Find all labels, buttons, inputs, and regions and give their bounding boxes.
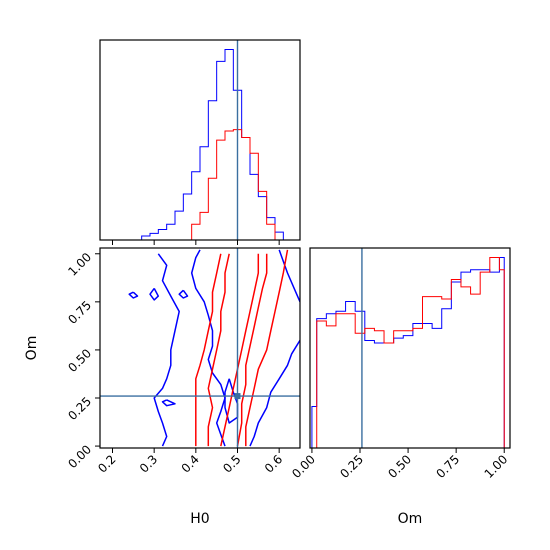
contour-lines — [128, 249, 300, 447]
om-hist-frame — [309, 247, 511, 449]
contour-ytick-label-2: 0.50 — [65, 346, 94, 375]
contour-4 — [224, 378, 239, 424]
h0-histogram-panel — [99, 39, 301, 245]
om-hist-xtick-label-0: 0.00 — [289, 452, 318, 481]
contour-0 — [190, 249, 226, 447]
contour-10 — [207, 253, 230, 447]
contour-2 — [278, 249, 300, 303]
h0-hist-frame — [99, 39, 301, 241]
contour-3 — [249, 339, 300, 447]
contour-ytick-label-1: 0.25 — [65, 394, 94, 423]
om-histogram-panel: 0.00 0.25 0.50 0.75 1.00 Om — [289, 247, 511, 527]
h0-hist-series-0-step — [100, 49, 300, 241]
h0-om-contour-panel: 0.2 0.3 0.4 0.5 0.6 0.00 0.25 0.50 0.75 1.00 H0 Om — [24, 247, 301, 527]
contour-xtick-label-0: 0.2 — [95, 452, 118, 475]
om-hist-xtick-label-1: 0.25 — [337, 452, 366, 481]
h0-axis-label: H0 — [190, 511, 209, 527]
om-hist-axis-label: Om — [398, 511, 423, 527]
contour-ytick-label-3: 0.75 — [65, 298, 94, 327]
truth-marker — [234, 393, 241, 400]
contour-8 — [161, 399, 176, 407]
contour-xtick-label-3: 0.5 — [220, 452, 243, 475]
om-hist-xtick-label-4: 1.00 — [482, 452, 511, 481]
contour-1 — [153, 253, 180, 447]
h0-hist-series-1-step — [100, 129, 300, 241]
contour-ytick-label-4: 1.00 — [65, 250, 94, 279]
contour-ytick-label-0: 0.00 — [65, 442, 94, 471]
contour-6 — [149, 287, 160, 301]
om-hist-xtick-label-3: 0.75 — [433, 452, 462, 481]
contour-12 — [236, 253, 268, 447]
contour-xtick-label-2: 0.4 — [179, 452, 202, 475]
om-hist-series-1-step — [311, 257, 505, 449]
om-hist-series-0-step — [311, 257, 505, 448]
om-hist-xtick-label-2: 0.50 — [385, 452, 414, 481]
contour-5 — [128, 291, 139, 299]
contour-9 — [195, 253, 222, 447]
contour-xtick-label-4: 0.6 — [262, 452, 285, 475]
contour-13 — [245, 249, 289, 447]
contour-11 — [220, 253, 260, 447]
contour-7 — [178, 289, 189, 299]
contour-xtick-label-1: 0.3 — [137, 452, 160, 475]
om-axis-label: Om — [24, 336, 40, 361]
contour-frame — [99, 247, 301, 449]
